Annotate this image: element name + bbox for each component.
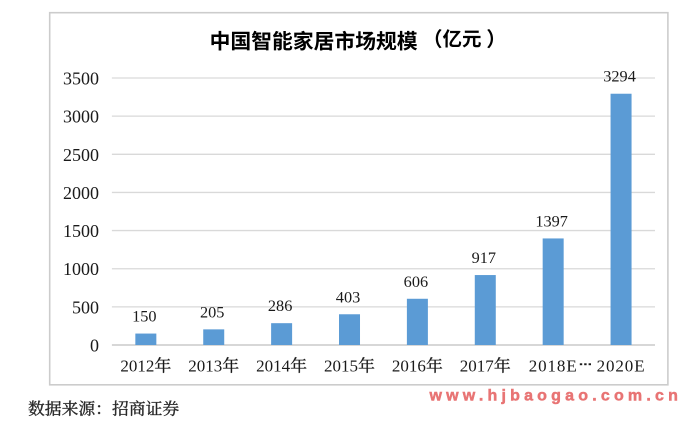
svg-text:1000: 1000	[63, 259, 99, 279]
svg-text:2016: 2016	[392, 357, 426, 376]
svg-text:3500: 3500	[63, 69, 99, 89]
svg-text:www.hjbaogao.com.cn: www.hjbaogao.com.cn	[429, 387, 679, 404]
svg-text:2012: 2012	[120, 357, 154, 376]
svg-text:3294: 3294	[603, 67, 636, 86]
svg-text:2018E: 2018E	[529, 357, 578, 376]
svg-text:2014: 2014	[256, 357, 291, 376]
svg-text:1397: 1397	[535, 211, 568, 230]
svg-text:286: 286	[268, 296, 292, 315]
svg-text:403: 403	[336, 287, 360, 306]
svg-text:2017: 2017	[460, 357, 495, 376]
svg-text:3000: 3000	[63, 107, 99, 127]
svg-text:606: 606	[404, 272, 428, 291]
svg-text:2020E: 2020E	[597, 357, 646, 376]
svg-text:1500: 1500	[63, 221, 99, 241]
svg-text:2000: 2000	[63, 183, 99, 203]
svg-text:0: 0	[90, 336, 99, 356]
svg-text:500: 500	[72, 297, 99, 317]
svg-text:2500: 2500	[63, 145, 99, 165]
svg-text:917: 917	[472, 248, 496, 267]
svg-text:150: 150	[132, 307, 156, 326]
svg-text:2015: 2015	[324, 357, 358, 376]
svg-text:2013: 2013	[188, 357, 222, 376]
svg-text:205: 205	[200, 302, 224, 321]
